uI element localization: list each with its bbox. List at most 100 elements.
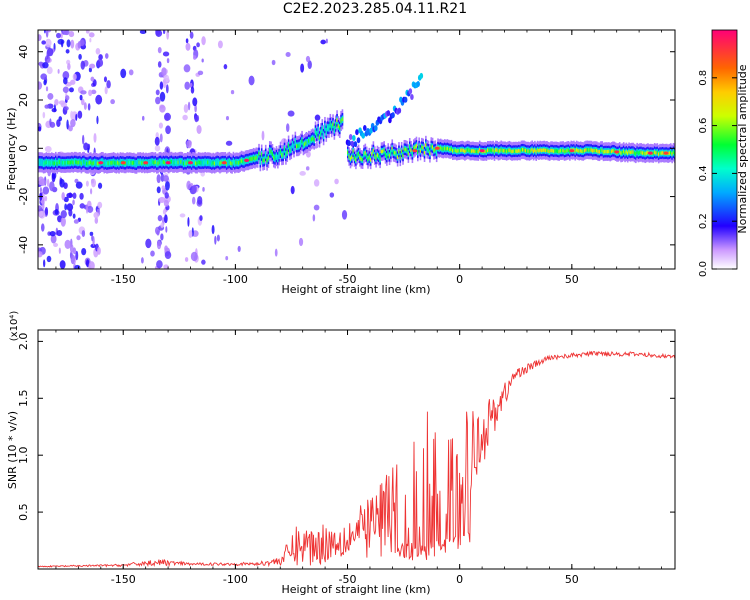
heatmap-cell (83, 102, 87, 110)
heatmap-cell (367, 157, 369, 162)
heatmap-cell (397, 107, 402, 114)
heatmap-cell (140, 257, 144, 264)
heatmap-cell (332, 122, 334, 127)
heatmap-cell (162, 78, 167, 89)
heatmap-cell (154, 160, 157, 165)
heatmap-cell (38, 160, 40, 165)
heatmap-cell (95, 161, 97, 165)
heatmap-cell (158, 160, 161, 165)
heatmap-cell (559, 148, 562, 153)
heatmap-cell (396, 155, 399, 160)
heatmap-cell (348, 133, 353, 140)
heatmap-cell (341, 210, 348, 220)
colorbar-label: Normalized spectral amplitude (736, 64, 749, 233)
heatmap-cell (256, 155, 259, 160)
heatmap-cell (192, 97, 198, 107)
heatmap-cell (671, 152, 673, 156)
heatmap-cell (38, 126, 42, 132)
heatmap-cell (106, 80, 111, 89)
heatmap-cell (362, 124, 367, 131)
heatmap-cell (65, 95, 70, 101)
heatmap-cell (150, 160, 153, 165)
heatmap-cell (395, 152, 398, 156)
heatmap-cell (196, 42, 200, 48)
heatmap-cell (53, 161, 56, 166)
heatmap-cell (371, 152, 373, 156)
heatmap-cell (88, 89, 93, 97)
heatmap-cell (45, 30, 49, 38)
heatmap-cell (235, 160, 237, 165)
heatmap-cell (231, 161, 233, 166)
heatmap-cell (457, 149, 459, 153)
heatmap-cell (42, 186, 50, 195)
heatmap-cell (485, 149, 488, 154)
heatmap-cell (552, 149, 555, 153)
heatmap-cell (298, 237, 304, 247)
heatmap-cell (500, 148, 503, 152)
heatmap-cell (56, 32, 62, 39)
heatmap-cell (201, 160, 204, 165)
heatmap-cell (446, 146, 449, 151)
snr-frame (37, 329, 676, 570)
heatmap-cell (82, 134, 85, 145)
heatmap-cell (273, 155, 275, 160)
heatmap-cell (507, 149, 509, 153)
heatmap-cell (350, 140, 355, 147)
heatmap-cell (470, 149, 473, 153)
heatmap-cell (56, 119, 61, 128)
heatmap-cell (181, 160, 184, 165)
heatmap-cell (434, 147, 437, 152)
x-tick-label: -50 (339, 273, 357, 286)
heatmap-cell (539, 148, 542, 152)
heatmap-cell (274, 156, 276, 161)
heatmap-cell (382, 149, 384, 154)
heatmap-cell (591, 149, 594, 153)
heatmap-cell (51, 107, 57, 113)
heatmap-cell (593, 148, 595, 153)
heatmap-cell (124, 161, 127, 166)
heatmap-cell (174, 160, 177, 165)
x-tick-label: -150 (111, 273, 136, 286)
heatmap-cell (274, 248, 278, 257)
heatmap-cell (536, 148, 539, 152)
heatmap-cell (164, 251, 172, 260)
heatmap-cell (285, 152, 287, 157)
heatmap-cell (286, 150, 289, 154)
heatmap-cell (414, 145, 416, 150)
heatmap-cell (229, 161, 232, 165)
heatmap-cell (442, 147, 445, 151)
heatmap-cell (230, 89, 235, 95)
heatmap-cell (562, 148, 564, 153)
heatmap-cell (64, 239, 71, 249)
heatmap-cell (577, 148, 579, 153)
heatmap-cell (60, 216, 66, 227)
heatmap-cell (104, 161, 107, 165)
heatmap-cell (62, 70, 70, 80)
y-tick-label: -20 (17, 188, 30, 206)
heatmap-cell (157, 47, 162, 54)
heatmap-cell (581, 149, 583, 153)
heatmap-cell (337, 124, 340, 129)
heatmap-cell (252, 156, 255, 160)
heatmap-cell (130, 160, 132, 165)
heatmap-cell (164, 192, 169, 199)
heatmap-cell (443, 146, 446, 151)
heatmap-cell (640, 150, 643, 155)
heatmap-cell (453, 148, 455, 153)
chart-title: C2E2.2023.285.04.11.R21 (282, 1, 468, 17)
heatmap-cell (447, 147, 450, 151)
heatmap-cell (445, 147, 447, 151)
heatmap-cell (589, 148, 591, 152)
heatmap-cell (85, 161, 88, 166)
heatmap-cell (58, 247, 61, 254)
heatmap-cell (517, 148, 520, 153)
heatmap-cell (45, 86, 49, 92)
heatmap-cell (582, 149, 585, 154)
heatmap-cell (185, 161, 188, 166)
heatmap-cell (294, 139, 297, 144)
heatmap-cell (670, 150, 672, 155)
heatmap-cell (104, 86, 108, 95)
heatmap-cell (534, 148, 536, 152)
heatmap-cell (338, 126, 341, 130)
heatmap-cell (392, 150, 395, 155)
